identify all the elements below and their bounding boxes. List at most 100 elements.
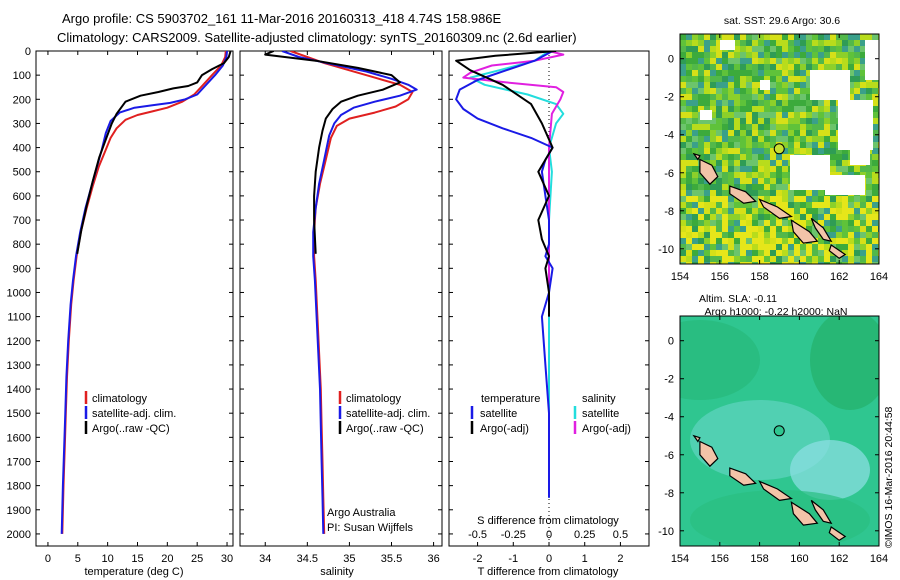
sst-cell <box>836 148 842 154</box>
sst-cell <box>704 184 710 190</box>
lon-tick-label: 158 <box>750 271 768 283</box>
sst-cell <box>812 208 818 214</box>
sst-cell <box>728 94 734 100</box>
sst-cell <box>722 58 728 64</box>
sst-cell <box>800 82 806 88</box>
sst-cell <box>698 148 704 154</box>
sst-cell <box>734 166 740 172</box>
sst-cell <box>764 154 770 160</box>
sst-cell <box>680 184 686 190</box>
sst-cell <box>806 76 812 82</box>
sst-cell <box>794 238 800 244</box>
depth-tick-label: 700 <box>13 215 31 227</box>
sst-cell <box>746 46 752 52</box>
sst-cell <box>722 88 728 94</box>
sst-cell <box>734 52 740 58</box>
sst-cell <box>770 94 776 100</box>
sst-cell <box>698 250 704 256</box>
island <box>758 480 793 502</box>
sst-cell <box>848 214 854 220</box>
sst-cell <box>752 244 758 250</box>
sst-cell <box>830 262 836 264</box>
sst-cell <box>734 220 740 226</box>
sst-cell <box>704 208 710 214</box>
sst-cell <box>758 154 764 160</box>
sst-cell <box>806 118 812 124</box>
sst-cell <box>686 256 692 262</box>
sst-cell <box>686 196 692 202</box>
lon-tick-label: 154 <box>671 271 689 283</box>
sst-cell <box>770 118 776 124</box>
legend-label-climatology: climatology <box>346 393 402 405</box>
sst-cell <box>782 106 788 112</box>
sst-cell <box>848 94 854 100</box>
sst-cell <box>686 154 692 160</box>
sst-cell <box>854 196 860 202</box>
sst-cell <box>734 184 740 190</box>
sst-cell <box>764 76 770 82</box>
sst-cell <box>692 94 698 100</box>
sst-cell <box>722 130 728 136</box>
sst-cell <box>794 262 800 264</box>
sst-cell <box>740 160 746 166</box>
sst-cell <box>836 196 842 202</box>
island <box>729 467 757 486</box>
sst-cell <box>746 106 752 112</box>
sst-cell <box>830 160 836 166</box>
sla-anomaly <box>680 320 760 400</box>
temperature-panel-frame <box>35 50 234 547</box>
sst-cell <box>770 160 776 166</box>
sst-cell <box>800 208 806 214</box>
sst-cell <box>830 148 836 154</box>
sst-cell <box>740 226 746 232</box>
sst-cell <box>710 232 716 238</box>
sst-cell <box>770 214 776 220</box>
sst-cell <box>836 220 842 226</box>
sst-cell <box>836 208 842 214</box>
island <box>692 434 701 443</box>
sst-cell <box>788 142 794 148</box>
sst-cell <box>740 34 746 40</box>
lat-tick-label: 0 <box>668 336 674 348</box>
sst-cell <box>740 178 746 184</box>
sst-cell <box>776 64 782 70</box>
sst-cell <box>764 178 770 184</box>
sst-cell <box>764 148 770 154</box>
sst-cell <box>710 226 716 232</box>
sst-cell <box>746 184 752 190</box>
sst-cell <box>860 94 866 100</box>
sst-cell <box>716 70 722 76</box>
sst-cell <box>728 58 734 64</box>
depth-axis: 0 100 200 300 400 500 600 700 800 900 1000 1100 1200… <box>7 46 31 541</box>
x-tick-label: 20 <box>161 553 173 565</box>
sst-cell <box>764 40 770 46</box>
imos-timestamp: ©IMOS 16-Mar-2016 20:44:58 <box>883 406 895 548</box>
sst-cell <box>686 190 692 196</box>
sst-cell <box>752 100 758 106</box>
sst-cell <box>752 232 758 238</box>
sst-cell <box>686 166 692 172</box>
sst-cell <box>710 70 716 76</box>
salinity-legend: climatology satellite-adj. clim. Argo(..… <box>338 391 430 435</box>
island <box>810 499 833 525</box>
sst-cell <box>800 34 806 40</box>
sst-cell <box>854 202 860 208</box>
sst-cell <box>848 52 854 58</box>
sst-cell <box>722 34 728 40</box>
sst-cell <box>704 226 710 232</box>
sst-cell <box>704 262 710 264</box>
sst-cell <box>734 40 740 46</box>
sst-cell <box>848 262 854 264</box>
sst-cell <box>764 64 770 70</box>
sst-cell <box>866 178 872 184</box>
sst-cell <box>812 40 818 46</box>
sst-cell <box>776 202 782 208</box>
sst-cell <box>686 220 692 226</box>
sst-cell <box>728 112 734 118</box>
sst-cell <box>824 106 830 112</box>
depth-tick-label: 1700 <box>7 456 31 468</box>
sst-cell <box>716 196 722 202</box>
sst-cell <box>830 52 836 58</box>
sst-cell <box>722 220 728 226</box>
sst-cell <box>740 220 746 226</box>
